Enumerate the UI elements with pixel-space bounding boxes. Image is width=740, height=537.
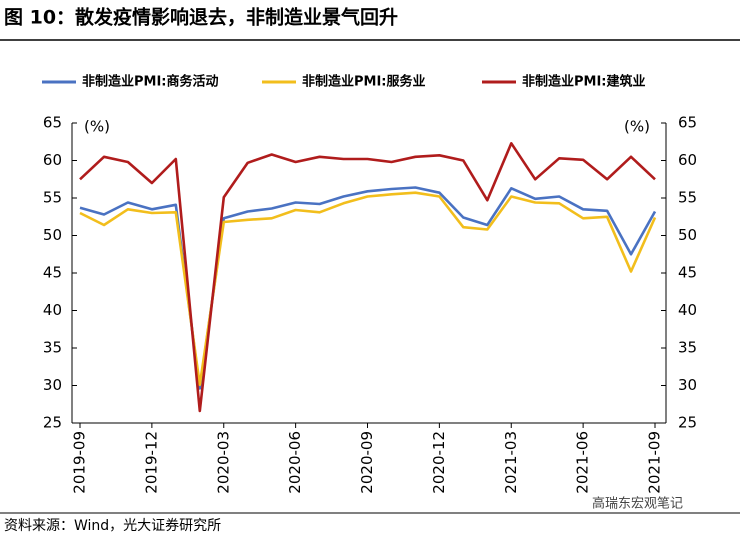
y-unit: (%) (84, 118, 110, 136)
y-tick-label: 30 (43, 376, 62, 394)
chart-title: 图 10：散发疫情影响退去，非制造业景气回升 (4, 6, 398, 29)
y2-unit: (%) (624, 118, 650, 136)
legend-label: 非制造业PMI:建筑业 (522, 74, 646, 90)
x-tick-label: 2021-03 (502, 431, 520, 494)
x-tick-label: 2020-06 (286, 431, 304, 494)
legend-label: 非制造业PMI:商务活动 (82, 74, 219, 90)
y-tick-label: 55 (43, 189, 62, 207)
x-tick-label: 2020-12 (430, 431, 448, 494)
y-tick-label: 40 (43, 301, 62, 319)
x-tick-label: 2019-09 (71, 431, 89, 494)
y2-tick-label: 65 (678, 114, 697, 132)
y2-tick-label: 25 (678, 414, 697, 432)
y-tick-label: 60 (43, 151, 62, 169)
series-line (79, 186, 657, 390)
y2-tick-label: 50 (678, 226, 697, 244)
x-tick-label: 2021-06 (574, 431, 592, 494)
y2-tick-label: 35 (678, 339, 697, 357)
y2-tick-label: 60 (678, 151, 697, 169)
y2-tick-label: 45 (678, 264, 697, 282)
x-tick-label: 2019-12 (142, 431, 160, 494)
y-tick-label: 45 (43, 264, 62, 282)
y-tick-label: 35 (43, 339, 62, 357)
y2-tick-label: 55 (678, 189, 697, 207)
x-tick-label: 2020-03 (214, 431, 232, 494)
legend-label: 非制造业PMI:服务业 (302, 74, 426, 90)
watermark: 高瑞东宏观笔记 (592, 496, 683, 512)
source: 资料来源：Wind，光大证券研究所 (4, 518, 221, 534)
series-line (79, 142, 656, 413)
x-tick-label: 2020-09 (358, 431, 376, 494)
y-tick-label: 65 (43, 114, 62, 132)
y-tick-label: 50 (43, 226, 62, 244)
x-tick-label: 2021-09 (646, 431, 664, 494)
series-line (79, 191, 657, 387)
y2-tick-label: 30 (678, 376, 697, 394)
y2-tick-label: 40 (678, 301, 697, 319)
y-tick-label: 25 (43, 414, 62, 432)
